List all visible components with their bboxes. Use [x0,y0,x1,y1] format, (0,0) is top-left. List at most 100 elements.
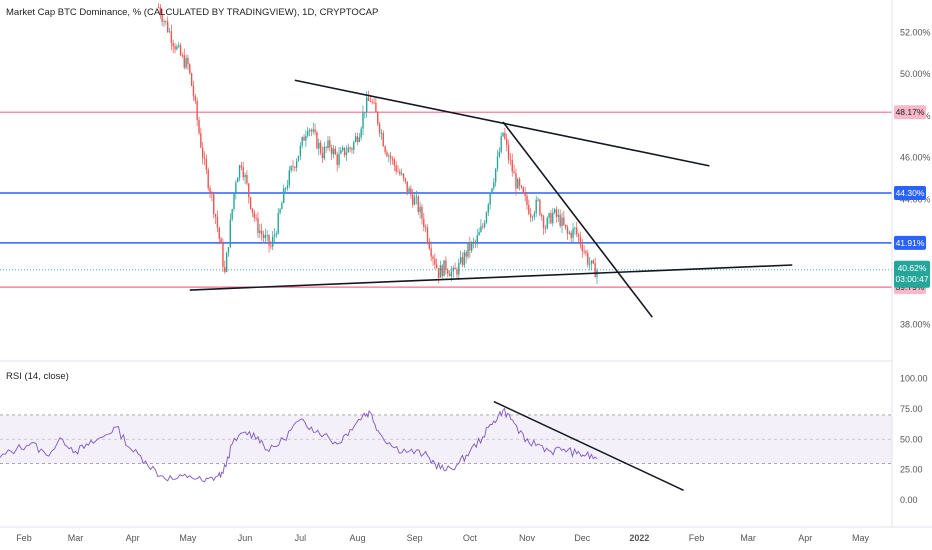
candle-body [299,145,302,156]
candle-body [209,188,211,193]
candle-body [410,188,412,195]
candle-body [574,227,576,229]
price-tick-label: 50.00% [900,69,931,79]
candle-body [561,217,563,226]
candle-body [465,252,467,257]
candle-body [178,45,180,47]
candle-body [319,142,322,153]
candle-body [246,174,248,184]
candle-body [496,156,499,169]
candle-body [577,234,580,237]
candle-body [168,31,171,33]
candle-body [354,136,357,142]
candle-body [389,155,392,159]
candle-body [535,199,537,214]
candle-body [308,130,311,131]
candle-body [520,185,523,188]
candle-body [375,102,377,113]
price-tick-label: 38.00% [900,320,931,330]
time-axis[interactable]: Feb Mar Apr May Jun Jul Aug Sep Oct Nov Dec 2022 Feb… [0,526,932,543]
candle-body [318,142,320,149]
rsi-tick-label: 0.00 [900,495,918,505]
candle-body [524,192,526,196]
time-tick-label: Oct [463,533,478,543]
candle-body [198,119,200,134]
rsi-trendline [493,400,684,491]
candle-body [327,140,329,148]
candle-body [555,209,558,217]
candle-body [500,136,502,152]
candle-body [214,214,217,217]
candle-body [397,171,399,173]
candle-body [413,197,416,205]
candle-body [213,194,215,215]
candle-body [579,236,582,245]
rsi-tick-label: 75.00 [900,404,923,414]
candle-body [544,227,547,229]
candle-body [546,217,548,229]
upper-trendline [294,79,710,167]
candle-body [522,187,524,193]
candle-body [305,135,307,141]
candle-body [548,213,550,218]
candle-body [185,57,187,68]
candle-body [203,158,206,160]
level-badge [894,105,926,120]
candle-body [297,155,300,162]
candle-body [395,165,397,172]
rsi-line [0,407,598,483]
candle-body [402,173,405,179]
candle-body [262,234,265,239]
candle-body [183,55,185,68]
candle-body [537,199,539,201]
candle-body [541,214,543,217]
candle-body [493,182,495,189]
candle-body [432,256,434,259]
candle-body [362,112,364,129]
candle-body [447,270,449,274]
current-price-value: 40.62% [898,263,927,273]
time-tick-label: Feb [16,533,32,543]
rsi-tick-label: 100.00 [900,374,928,384]
candle-body [467,242,469,257]
rsi-pane[interactable] [0,400,892,491]
candle-body [557,214,560,217]
candle-body [279,209,281,213]
price-axis[interactable]: 52.00%50.00%48.00%46.00%44.00%38.00%48.1… [891,0,931,527]
candle-body [165,21,167,22]
candle-body [443,260,445,277]
candle-body [393,159,396,166]
current-price-badge [894,260,930,288]
candle-body [458,262,460,275]
rsi-axis[interactable]: 100.00 75.00 50.00 25.00 0.00 [900,374,928,506]
candle-body [369,100,372,102]
candle-body [482,226,484,228]
candle-body [222,243,224,267]
candle-body [314,129,316,133]
candle-body [220,238,222,244]
candle-body [529,214,532,218]
candle-body [592,260,595,264]
candle-body [229,219,232,248]
candle-body [270,245,272,247]
candle-body [235,182,237,194]
candle-body [301,137,303,146]
price-pane[interactable] [0,3,892,318]
candle-body [294,167,296,168]
steep-trendline [502,121,653,318]
candle-body [441,265,443,277]
time-tick-label: Apr [126,533,140,543]
candle-body [200,133,202,148]
candle-body [321,152,324,159]
candle-body [174,46,176,50]
candle-body [266,234,268,236]
candle-body [351,148,353,150]
candle-body [459,257,462,263]
candle-body [384,146,386,153]
candle-body [340,150,342,154]
candle-body [594,263,596,278]
candle-body [399,171,401,175]
candle-body [406,181,408,192]
candle-body [502,132,504,137]
candle-body [382,133,384,147]
